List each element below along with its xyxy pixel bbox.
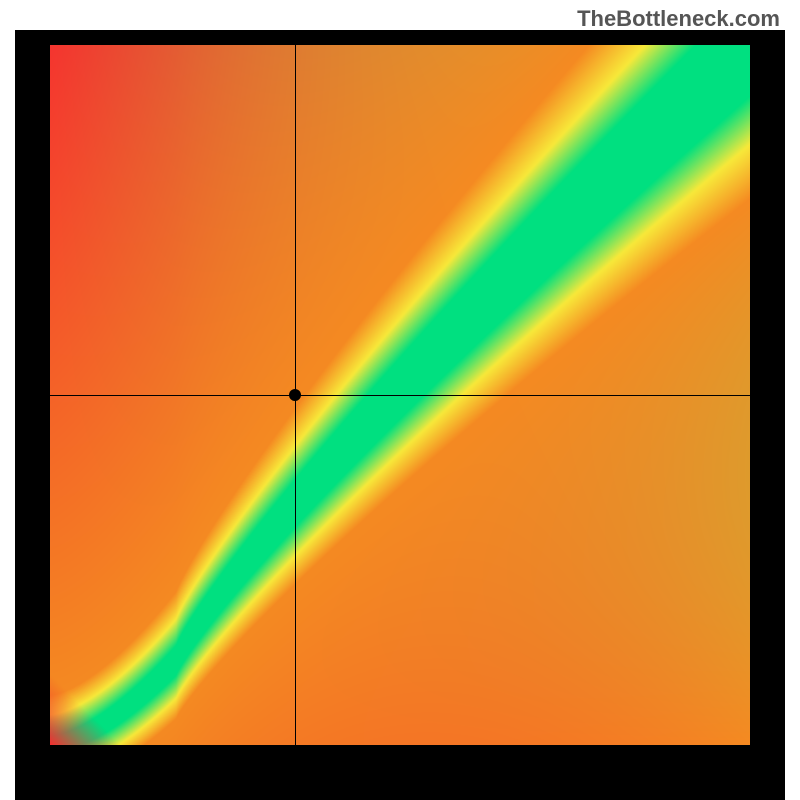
chart-frame xyxy=(15,30,785,800)
watermark: TheBottleneck.com xyxy=(577,6,780,32)
crosshair-horizontal xyxy=(50,395,750,396)
crosshair-marker xyxy=(289,389,301,401)
heatmap-plot xyxy=(50,45,750,745)
